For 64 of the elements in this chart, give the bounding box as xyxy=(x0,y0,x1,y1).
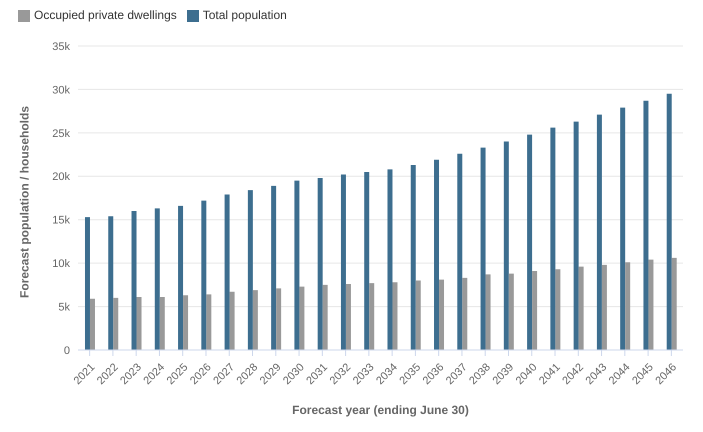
bar xyxy=(387,169,392,350)
y-axis-title: Forecast population / households xyxy=(17,106,32,298)
bar xyxy=(648,260,654,350)
bar xyxy=(183,295,188,350)
bar xyxy=(416,280,421,350)
bar xyxy=(508,274,514,350)
bar xyxy=(299,286,304,350)
bar xyxy=(410,164,416,350)
bar xyxy=(108,216,114,350)
bar xyxy=(532,270,538,350)
bar xyxy=(154,208,160,350)
bar xyxy=(276,288,282,350)
bar xyxy=(252,290,258,350)
y-tick-label: 10k xyxy=(52,258,70,270)
bar xyxy=(643,100,648,350)
y-tick-label: 20k xyxy=(52,171,70,184)
bar xyxy=(504,142,509,350)
y-tick-label: 5k xyxy=(58,301,70,314)
x-axis-title: Forecast year (ending June 30) xyxy=(292,403,469,417)
bar xyxy=(457,154,462,350)
bar xyxy=(136,297,142,350)
bar xyxy=(294,180,300,350)
y-tick-label: 30k xyxy=(52,84,70,96)
bar xyxy=(318,178,323,350)
legend-label: Occupied private dwellings xyxy=(34,8,177,22)
bar xyxy=(574,122,579,350)
bar xyxy=(625,262,630,350)
bar xyxy=(322,284,328,350)
bar xyxy=(248,190,253,350)
bar xyxy=(462,278,468,350)
bar xyxy=(392,282,398,350)
bar xyxy=(480,148,486,350)
bar xyxy=(132,211,137,350)
bar xyxy=(84,217,90,350)
bar xyxy=(439,280,444,350)
bar xyxy=(434,160,440,350)
legend-label: Total population xyxy=(202,8,287,22)
bar xyxy=(271,186,276,350)
y-tick-label: 35k xyxy=(52,40,70,53)
bar xyxy=(346,284,351,350)
y-tick-label: 0 xyxy=(64,344,70,357)
bar xyxy=(224,194,230,350)
y-tick-label: 25k xyxy=(52,128,70,140)
bar xyxy=(527,134,532,350)
bar xyxy=(550,128,556,350)
bar xyxy=(178,206,184,350)
bar xyxy=(369,283,374,350)
bar xyxy=(364,172,370,350)
bar xyxy=(596,114,602,350)
bar xyxy=(555,269,560,350)
bar xyxy=(160,297,165,350)
bar xyxy=(201,200,206,350)
bar xyxy=(578,266,584,350)
bar xyxy=(672,258,677,350)
bar xyxy=(340,174,346,350)
bar xyxy=(90,298,95,350)
bar xyxy=(620,108,626,350)
bar xyxy=(602,264,607,350)
bar xyxy=(230,292,235,350)
bar xyxy=(486,274,491,350)
y-tick-label: 15k xyxy=(52,214,70,227)
bar xyxy=(206,294,212,350)
bar xyxy=(113,298,118,350)
bar xyxy=(666,94,672,350)
